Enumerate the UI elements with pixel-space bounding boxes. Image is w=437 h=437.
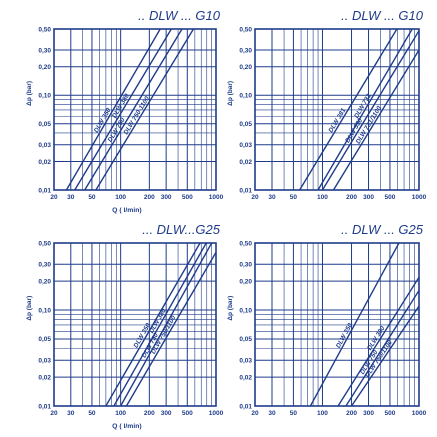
- x-tick-label: 1000: [209, 410, 224, 417]
- chart-title: .. DLW ... G10: [341, 8, 424, 23]
- x-tick-label: 300: [363, 410, 374, 417]
- x-tick-label: 20: [251, 194, 259, 201]
- x-tick-label: 500: [182, 410, 193, 417]
- x-tick-label: 20: [50, 410, 58, 417]
- y-tick-label: 0,50: [38, 26, 51, 33]
- y-tick-label: 0,10: [38, 93, 51, 100]
- x-tick-label: 100: [317, 194, 328, 201]
- y-tick-label: 0,20: [239, 278, 252, 285]
- x-tick-label: 50: [290, 410, 298, 417]
- x-tick-label: 300: [161, 194, 172, 201]
- y-tick-label: 0,30: [239, 262, 252, 269]
- series-line-2: [338, 277, 419, 406]
- y-axis-label: Δp (bar): [227, 296, 234, 321]
- x-tick-label: 500: [385, 194, 396, 201]
- y-tick-label: 0,30: [239, 47, 252, 54]
- y-tick-label: 0,05: [38, 121, 51, 128]
- y-tick-label: 0,10: [239, 307, 252, 314]
- y-tick-label: 0,05: [239, 336, 252, 343]
- x-tick-label: 200: [144, 194, 155, 201]
- series-line-1: [310, 243, 399, 406]
- y-tick-label: 0,05: [38, 336, 51, 343]
- x-tick-label: 300: [363, 194, 374, 201]
- x-tick-label: 30: [67, 194, 75, 201]
- y-tick-label: 0,50: [38, 240, 51, 247]
- y-tick-label: 0,01: [38, 187, 51, 194]
- x-axis-label: Q ( l/min): [112, 423, 141, 430]
- y-tick-label: 0,02: [38, 374, 51, 381]
- y-tick-label: 0,50: [239, 240, 252, 247]
- y-tick-label: 0,10: [239, 93, 252, 100]
- y-tick-label: 0,01: [38, 403, 51, 410]
- plot-frame: [54, 29, 216, 190]
- chart-panel-3: 20 30 50 100 200 300 500 1000 0,01 0,02 0,03 0,05 0,…: [26, 222, 224, 430]
- series-line-3: [322, 31, 419, 190]
- y-tick-label: 0,03: [38, 142, 51, 149]
- chart-title: .. DLW ... G25: [341, 222, 424, 237]
- y-tick-label: 0,20: [38, 64, 51, 71]
- y-tick-label: 0,30: [38, 262, 51, 269]
- y-tick-label: 0,03: [239, 142, 252, 149]
- x-axis-label: Q ( l/min): [112, 207, 141, 214]
- x-tick-label: 20: [251, 410, 259, 417]
- y-tick-label: 0,02: [239, 374, 252, 381]
- x-tick-label: 1000: [412, 194, 427, 201]
- y-tick-label: 0,02: [38, 159, 51, 166]
- x-tick-label: 200: [144, 410, 155, 417]
- chart-panel-2: 20 30 50 100 200 300 500 1000 0,01 0,02 0,03 0,05 0,…: [227, 8, 427, 201]
- x-tick-label: 500: [385, 410, 396, 417]
- series-label-1: DLW 350: [93, 107, 113, 134]
- x-tick-label: 500: [182, 194, 193, 201]
- y-tick-label: 0,10: [38, 307, 51, 314]
- y-tick-label: 0,30: [38, 47, 51, 54]
- x-tick-label: 30: [268, 194, 276, 201]
- series-label-1: DLW 381: [327, 107, 347, 134]
- x-tick-label: 100: [115, 410, 126, 417]
- y-tick-label: 0,03: [38, 358, 51, 365]
- chart-panel-1: 20 30 50 100 200 300 500 1000 0,01 0,02 0,03 0,05 0,…: [26, 8, 224, 214]
- plot-frame: [255, 243, 419, 406]
- x-tick-label: 20: [50, 194, 58, 201]
- x-tick-label: 50: [88, 410, 96, 417]
- y-tick-label: 0,01: [239, 187, 252, 194]
- chart-panel-4: 20 30 50 100 200 300 500 1000 0,01 0,02 0,03 0,05 0,…: [227, 222, 427, 417]
- chart-title: .. DLW ... G10: [138, 8, 221, 23]
- y-tick-label: 0,05: [239, 121, 252, 128]
- x-tick-label: 100: [115, 194, 126, 201]
- x-tick-label: 1000: [209, 194, 224, 201]
- x-tick-label: 30: [67, 410, 75, 417]
- x-tick-label: 50: [88, 194, 96, 201]
- chart-title: ... DLW...G25: [142, 222, 221, 237]
- x-tick-label: 300: [161, 410, 172, 417]
- series-line-2: [75, 29, 172, 190]
- x-tick-label: 30: [268, 410, 276, 417]
- series-line-4: [126, 252, 216, 406]
- y-tick-label: 0,20: [38, 278, 51, 285]
- y-axis-label: Δp (bar): [26, 81, 33, 106]
- x-tick-label: 1000: [412, 410, 427, 417]
- y-tick-label: 0,03: [239, 358, 252, 365]
- y-axis-label: Δp (bar): [26, 296, 33, 321]
- y-tick-label: 0,01: [239, 403, 252, 410]
- y-tick-label: 0,20: [239, 64, 252, 71]
- y-tick-label: 0,02: [239, 159, 252, 166]
- x-tick-label: 200: [346, 194, 357, 201]
- y-axis-label: Δp (bar): [227, 81, 234, 106]
- x-tick-label: 50: [290, 194, 298, 201]
- x-tick-label: 100: [317, 410, 328, 417]
- series-line-1: [66, 29, 160, 190]
- series-line-2: [114, 243, 206, 406]
- y-tick-label: 0,50: [239, 26, 252, 33]
- x-tick-label: 200: [346, 410, 357, 417]
